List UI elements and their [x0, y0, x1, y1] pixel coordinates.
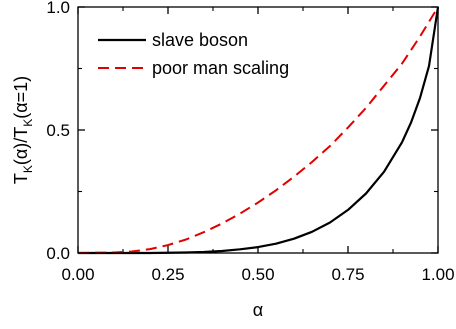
y-label-base: T — [11, 173, 31, 184]
series-line-slave-boson — [78, 6, 440, 255]
x-tick-label-0: 0.00 — [61, 265, 94, 284]
series-lines — [77, 6, 440, 255]
x-tick-label-4: 1.00 — [421, 265, 454, 284]
y-label-mid: (α)/T — [11, 127, 31, 165]
y-label-sub2: K — [21, 119, 35, 127]
legend-label-slave-boson: slave boson — [152, 30, 248, 50]
y-tick-label-2: 1.0 — [46, 0, 70, 17]
x-axis-label: α — [253, 300, 263, 320]
y-tick-label-0: 0.0 — [46, 244, 70, 263]
x-tick-label-3: 0.75 — [331, 265, 364, 284]
y-label-sub1: K — [21, 165, 35, 173]
y-tick-label-1: 0.5 — [46, 121, 70, 140]
axis-ticks — [77, 6, 439, 254]
x-tick-label-1: 0.25 — [151, 265, 184, 284]
x-tick-label-2: 0.50 — [241, 265, 274, 284]
y-axis-label: TK(α)/TK(α=1) — [11, 76, 35, 184]
series-line-poor-man-scaling — [77, 6, 439, 254]
legend: slave boson poor man scaling — [98, 30, 289, 78]
y-tick-labels: 0.0 0.5 1.0 — [46, 0, 70, 263]
legend-label-poor-man-scaling: poor man scaling — [152, 58, 289, 78]
y-label-end: (α=1) — [11, 76, 31, 119]
plot-frame — [77, 6, 439, 254]
x-tick-labels: 0.00 0.25 0.50 0.75 1.00 — [61, 265, 454, 284]
